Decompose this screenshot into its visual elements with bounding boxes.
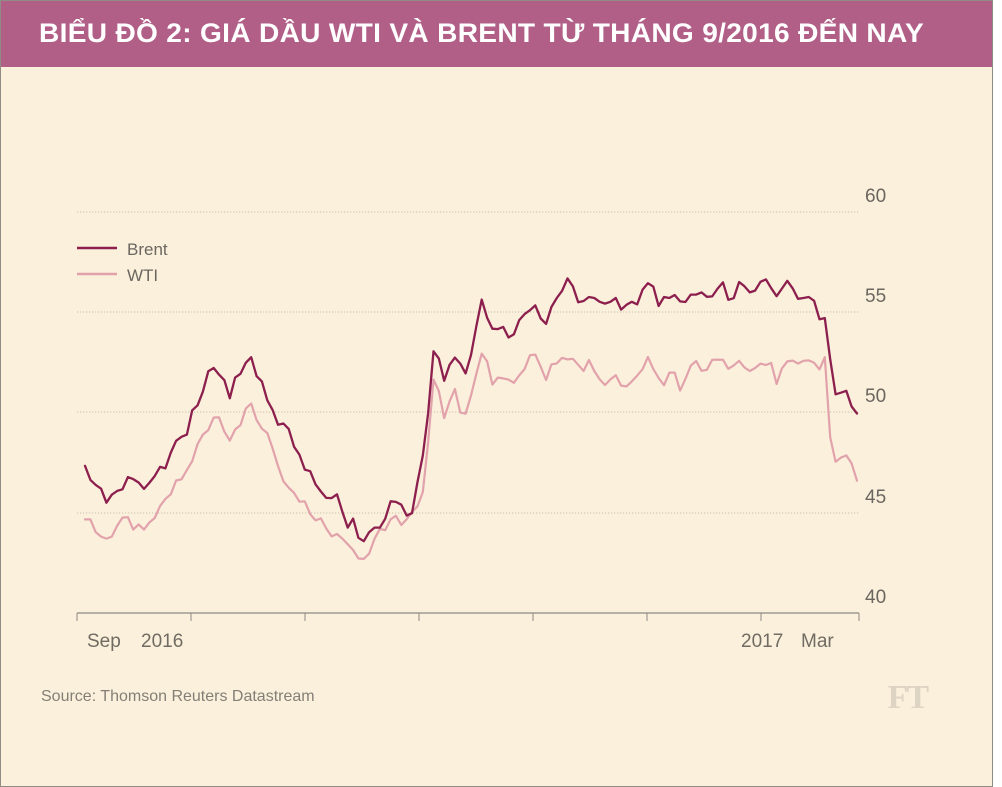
svg-text:Brent: Brent	[127, 240, 168, 259]
svg-text:FT: FT	[888, 679, 930, 716]
svg-text:Sep: Sep	[87, 631, 121, 652]
svg-text:45: 45	[865, 487, 886, 508]
svg-text:50: 50	[865, 386, 886, 407]
svg-text:55: 55	[865, 286, 886, 307]
svg-text:60: 60	[865, 186, 886, 207]
svg-text:Mar: Mar	[801, 631, 834, 652]
svg-text:2016: 2016	[141, 631, 183, 652]
svg-text:2017: 2017	[741, 631, 783, 652]
svg-text:Source: Thomson Reuters Datast: Source: Thomson Reuters Datastream	[41, 688, 315, 705]
svg-text:40: 40	[865, 587, 886, 608]
svg-text:WTI: WTI	[127, 266, 158, 285]
